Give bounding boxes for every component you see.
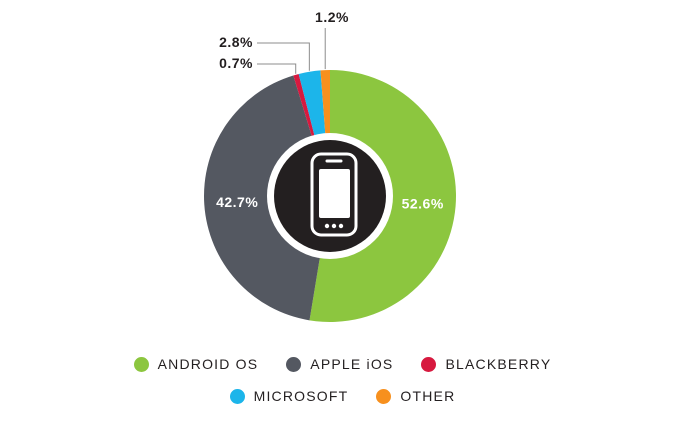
label-android-os: 52.6% bbox=[402, 196, 444, 212]
leader-microsoft bbox=[257, 42, 310, 71]
legend-swatch bbox=[133, 356, 149, 372]
legend-label: BLACKBERRY bbox=[445, 356, 552, 372]
legend-label: APPLE iOS bbox=[310, 356, 394, 372]
leader-lines bbox=[257, 28, 326, 74]
label-blackberry: 0.7% bbox=[219, 55, 253, 71]
slice-labels: 52.6% 42.7% 0.7% 2.8% 1.2% bbox=[216, 9, 444, 212]
smartphone-icon bbox=[310, 152, 358, 237]
legend-label: OTHER bbox=[400, 388, 456, 404]
legend-swatch bbox=[376, 388, 392, 404]
legend-item-android-os: ANDROID OS bbox=[133, 356, 259, 372]
label-apple-ios: 42.7% bbox=[216, 194, 258, 210]
leader-blackberry bbox=[257, 63, 297, 74]
label-microsoft: 2.8% bbox=[219, 34, 253, 50]
legend-swatch bbox=[229, 388, 245, 404]
legend-label: MICROSOFT bbox=[253, 388, 349, 404]
legend-row-2: MICROSOFT OTHER bbox=[0, 388, 685, 404]
legend-item-microsoft: MICROSOFT bbox=[229, 388, 349, 404]
legend-item-apple-ios: APPLE iOS bbox=[286, 356, 393, 372]
legend-label: ANDROID OS bbox=[157, 356, 259, 372]
slice-other bbox=[320, 70, 330, 137]
slice-android-os bbox=[309, 70, 456, 322]
legend-item-blackberry: BLACKBERRY bbox=[421, 356, 551, 372]
slice-microsoft bbox=[298, 70, 326, 138]
label-other: 1.2% bbox=[315, 9, 349, 25]
legend-row-1: ANDROID OS APPLE iOS BLACKBERRY bbox=[0, 356, 685, 372]
legend-swatch bbox=[421, 356, 437, 372]
slice-apple-ios bbox=[203, 75, 321, 321]
slice-blackberry bbox=[293, 73, 316, 139]
chart-slices bbox=[203, 70, 456, 322]
legend-swatch bbox=[286, 356, 302, 372]
legend-item-other: OTHER bbox=[376, 388, 455, 404]
